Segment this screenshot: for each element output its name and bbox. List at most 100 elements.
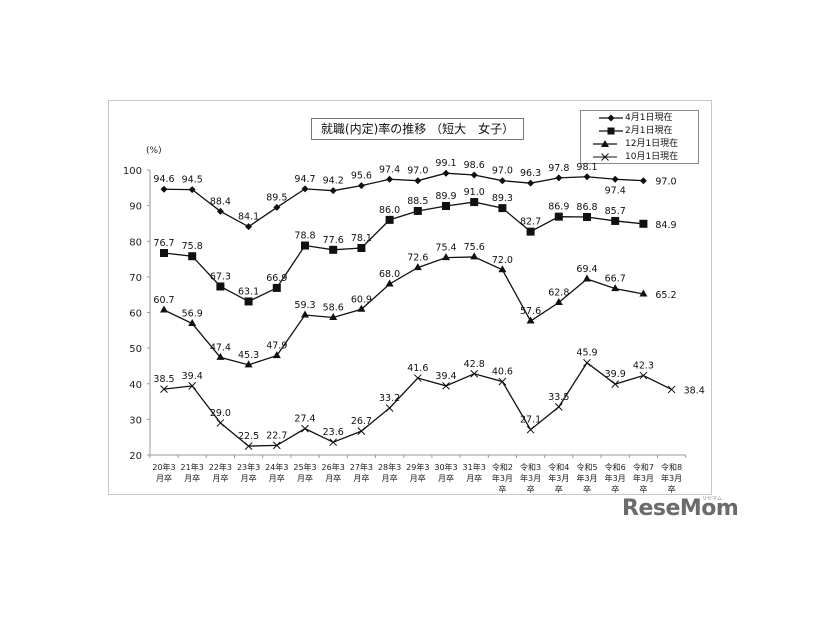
x-tick-label: 令和7 年3月 卒 bbox=[632, 463, 654, 494]
data-label: 26.7 bbox=[351, 416, 372, 427]
x-marker bbox=[470, 369, 479, 378]
triangle-marker bbox=[385, 279, 394, 287]
x-marker bbox=[216, 419, 225, 427]
y-tick-label: 20 bbox=[129, 451, 142, 462]
data-label: 41.6 bbox=[407, 363, 428, 374]
data-label: 88.5 bbox=[407, 196, 428, 207]
data-label: 47.4 bbox=[210, 342, 231, 353]
legend-item-feb: 2月1日現在 bbox=[585, 125, 672, 137]
data-label: 89.5 bbox=[266, 192, 287, 203]
data-label: 89.9 bbox=[435, 191, 456, 202]
x-marker bbox=[526, 425, 535, 434]
data-label: 84.1 bbox=[238, 212, 259, 223]
diamond-marker bbox=[273, 203, 281, 211]
triangle-marker bbox=[329, 312, 338, 320]
x-tick-label: 31年3 月卒 bbox=[462, 463, 486, 483]
triangle-marker bbox=[442, 253, 450, 261]
x-tick-label: 21年3 月卒 bbox=[180, 463, 204, 483]
data-label: 72.0 bbox=[492, 255, 513, 266]
data-label: 60.7 bbox=[153, 295, 174, 306]
square-marker bbox=[272, 283, 281, 292]
triangle-marker bbox=[244, 360, 253, 368]
legend-item-oct: 10月1日現在 bbox=[585, 151, 678, 163]
y-tick-label: 80 bbox=[129, 237, 142, 248]
data-label: 29.0 bbox=[210, 408, 231, 419]
data-label: 94.2 bbox=[323, 176, 344, 187]
data-label: 91.0 bbox=[464, 187, 485, 198]
x-marker bbox=[357, 427, 366, 435]
diamond-marker bbox=[160, 185, 168, 193]
square-marker bbox=[357, 244, 366, 253]
triangle-marker bbox=[357, 304, 366, 312]
triangle-marker bbox=[498, 265, 507, 273]
y-tick-label: 40 bbox=[129, 380, 142, 391]
triangle-marker bbox=[160, 305, 168, 313]
y-tick-label: 60 bbox=[129, 309, 142, 320]
data-label: 88.4 bbox=[210, 196, 231, 207]
triangle-marker bbox=[470, 252, 479, 260]
diamond-marker bbox=[555, 174, 563, 182]
square-marker bbox=[526, 227, 535, 236]
data-label: 59.3 bbox=[294, 300, 315, 311]
data-label: 98.6 bbox=[464, 160, 485, 171]
data-label: 77.6 bbox=[323, 235, 344, 246]
x-tick-label: 令和5 年3月 卒 bbox=[576, 463, 598, 494]
data-label: 66.7 bbox=[605, 274, 626, 285]
data-label: 27.1 bbox=[520, 415, 541, 426]
data-label: 86.0 bbox=[379, 205, 400, 216]
diamond-marker bbox=[527, 179, 535, 187]
data-label: 86.8 bbox=[576, 202, 597, 213]
data-label: 94.7 bbox=[294, 174, 315, 185]
data-label: 97.4 bbox=[605, 185, 626, 196]
legend-item-apr: 4月1日現在 bbox=[585, 112, 672, 124]
data-label: 39.4 bbox=[435, 371, 456, 382]
data-label: 38.4 bbox=[684, 385, 705, 396]
data-label: 95.6 bbox=[351, 171, 372, 182]
x-marker bbox=[244, 442, 253, 450]
square-marker bbox=[216, 282, 225, 291]
triangle-marker bbox=[526, 316, 535, 324]
data-label: 98.1 bbox=[576, 162, 597, 173]
x-tick-label: 28年3 月卒 bbox=[377, 463, 402, 483]
data-label: 56.9 bbox=[182, 309, 203, 320]
diamond-marker bbox=[188, 186, 196, 194]
x-marker bbox=[639, 371, 648, 380]
data-label: 78.8 bbox=[294, 231, 315, 242]
data-label: 66.9 bbox=[266, 273, 287, 284]
resemom-logo: ReseMom bbox=[622, 496, 739, 521]
x-tick-label: 29年3 月卒 bbox=[406, 463, 430, 483]
triangle-marker bbox=[611, 284, 620, 292]
x-marker bbox=[413, 374, 422, 382]
series-line-2 bbox=[163, 256, 644, 366]
y-tick-label: 90 bbox=[129, 202, 142, 213]
x-tick-label: 令和6 年3月 卒 bbox=[604, 463, 626, 494]
data-label: 97.0 bbox=[407, 166, 428, 177]
x-tick-label: 令和2 年3月 卒 bbox=[491, 463, 513, 494]
x-marker bbox=[272, 441, 281, 450]
data-label: 33.5 bbox=[548, 392, 569, 403]
data-label: 86.9 bbox=[548, 202, 569, 213]
square-marker bbox=[160, 249, 168, 258]
data-label: 75.6 bbox=[464, 242, 485, 253]
chart-title: 就職(内定)率の推移 （短大 女子） bbox=[311, 118, 524, 140]
data-label: 58.6 bbox=[323, 302, 344, 313]
data-label: 97.4 bbox=[379, 164, 400, 175]
data-label: 40.6 bbox=[492, 367, 513, 378]
x-marker bbox=[583, 358, 591, 367]
x-marker bbox=[160, 385, 168, 393]
square-marker bbox=[498, 204, 507, 213]
square-marker bbox=[188, 252, 197, 261]
diamond-marker bbox=[386, 175, 394, 183]
square-marker bbox=[385, 215, 394, 224]
square-marker bbox=[442, 201, 450, 210]
data-label: 94.6 bbox=[153, 174, 174, 185]
data-label: 85.7 bbox=[605, 206, 626, 217]
triangle-marker-icon bbox=[593, 140, 617, 147]
x-marker-icon bbox=[593, 153, 617, 161]
triangle-marker bbox=[554, 298, 563, 306]
data-label: 96.3 bbox=[520, 168, 541, 179]
triangle-marker bbox=[188, 319, 197, 327]
data-label: 62.8 bbox=[548, 288, 569, 299]
data-label: 45.9 bbox=[576, 348, 597, 359]
x-tick-label: 27年3 月卒 bbox=[349, 463, 374, 483]
